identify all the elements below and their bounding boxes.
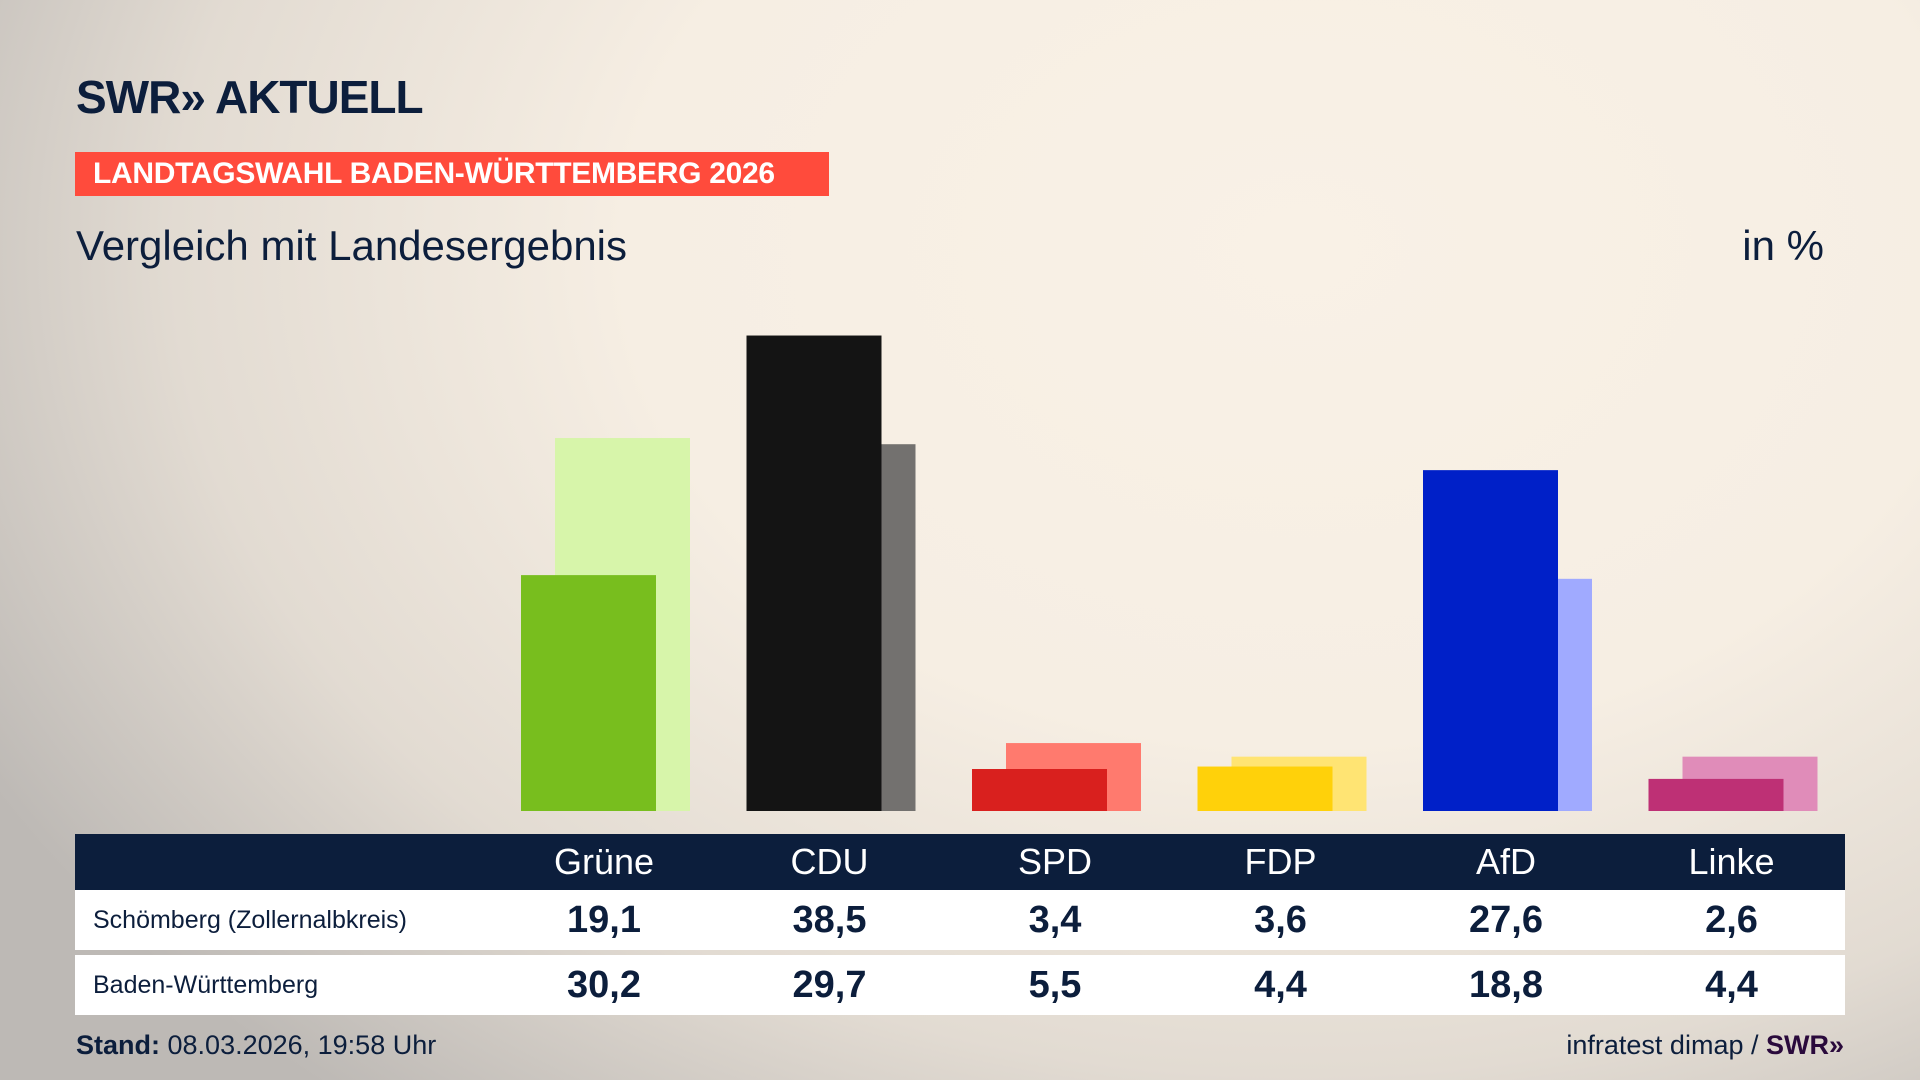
value-cell: 30,2 <box>567 963 641 1006</box>
results-table: Grüne CDU SPD FDP AfD Linke Schömberg (Zoller… <box>75 834 1845 1015</box>
value-cell: 18,8 <box>1469 963 1543 1006</box>
bar-chart <box>521 335 1818 811</box>
value-cell: 27,6 <box>1469 898 1543 941</box>
bar-cdu-local <box>746 335 882 811</box>
bar-fdp-local <box>1197 766 1333 811</box>
value-cell: 3,4 <box>1028 898 1082 941</box>
bar-linke-local <box>1648 778 1784 811</box>
bar-grüne-local <box>521 575 656 811</box>
swr-logo: SWR» <box>1765 1030 1844 1060</box>
table-row-bw: Baden-Württemberg 30,2 29,7 5,5 4,4 18,8 4,4 <box>75 955 1845 1015</box>
value-cell: 2,6 <box>1705 898 1758 941</box>
party-header: FDP <box>1244 841 1317 882</box>
value-cell: 4,4 <box>1254 963 1307 1006</box>
value-cell: 38,5 <box>792 898 867 941</box>
party-header: CDU <box>790 841 869 882</box>
value-cell: 5,5 <box>1028 963 1082 1006</box>
party-header: Grüne <box>553 841 655 882</box>
stand-value: 08.03.2026, 19:58 Uhr <box>167 1030 437 1060</box>
value-cell: 4,4 <box>1705 963 1758 1006</box>
party-header: SPD <box>1017 841 1093 882</box>
value-cell: 19,1 <box>567 898 641 941</box>
source-text: infratest dimap / <box>1566 1030 1766 1060</box>
chart-subtitle: Vergleich mit Landesergebnis <box>76 222 628 269</box>
table-header: Grüne CDU SPD FDP AfD Linke <box>75 834 1845 890</box>
party-header: Linke <box>1688 841 1775 882</box>
party-header: AfD <box>1475 841 1536 882</box>
election-banner: LANDTAGSWAHL BADEN-WÜRTTEMBERG 2026 <box>75 152 829 196</box>
row-label: Baden-Württemberg <box>93 970 319 999</box>
row-label: Schömberg (Zollernalbkreis) <box>93 905 408 934</box>
timestamp: Stand: 08.03.2026, 19:58 Uhr <box>76 1030 436 1061</box>
stand-label: Stand: <box>76 1030 160 1060</box>
bar-spd-local <box>972 769 1107 811</box>
bar-afd-local <box>1423 470 1558 811</box>
table-row-schoemberg: Schömberg (Zollernalbkreis) 19,1 38,5 3,4 3,… <box>75 890 1845 950</box>
value-cell: 29,7 <box>792 963 867 1006</box>
source: infratest dimap / SWR» <box>1566 1030 1844 1061</box>
swr-aktuell-logo: SWR» AKTUELL <box>76 71 424 123</box>
value-cell: 3,6 <box>1254 898 1307 941</box>
unit-label: in % <box>1742 222 1824 269</box>
